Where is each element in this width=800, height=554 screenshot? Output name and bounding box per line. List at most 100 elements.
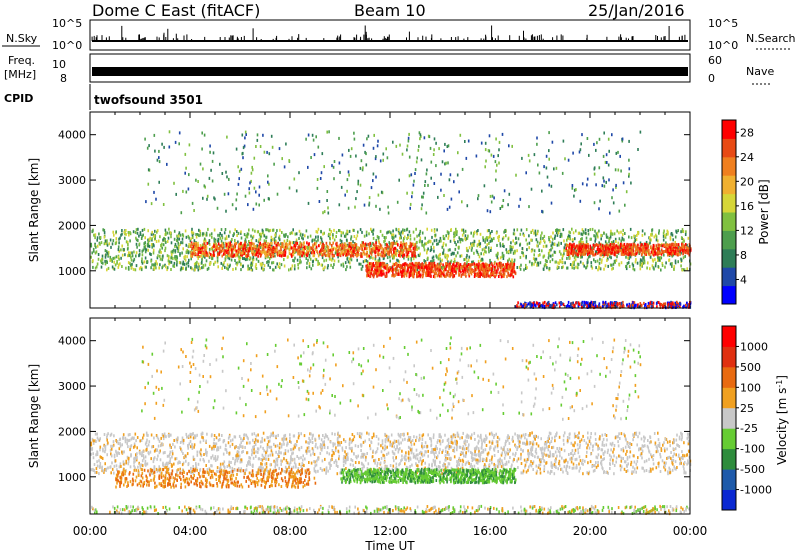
- heatmap-cell: [192, 236, 194, 239]
- heatmap-cell: [626, 262, 629, 265]
- heatmap-cell: [608, 246, 611, 250]
- heatmap-cell: [653, 253, 655, 257]
- heatmap-cell: [649, 236, 651, 240]
- heatmap-cell: [641, 229, 644, 233]
- heatmap-cell: [584, 228, 587, 232]
- heatmap-cell: [447, 236, 450, 240]
- heatmap-cell: [326, 248, 329, 252]
- heatmap-cell: [104, 239, 107, 243]
- heatmap-cell: [350, 258, 353, 262]
- heatmap-cell: [575, 265, 577, 269]
- heatmap-cell: [452, 269, 454, 273]
- heatmap-cell: [468, 246, 471, 250]
- heatmap-cell: [322, 232, 324, 236]
- heatmap-cell: [357, 251, 359, 255]
- heatmap-cell: [339, 248, 341, 252]
- heatmap-cell: [198, 251, 200, 254]
- heatmap-cell: [660, 248, 663, 252]
- heatmap-cell: [127, 243, 129, 247]
- heatmap-cell: [238, 243, 240, 247]
- heatmap-cell: [630, 243, 632, 247]
- heatmap-cell: [185, 235, 188, 239]
- heatmap-cell: [392, 229, 394, 233]
- heatmap-cell: [611, 301, 614, 305]
- heatmap-cell: [657, 247, 659, 251]
- heatmap-cell: [572, 301, 574, 305]
- heatmap-cell: [447, 260, 449, 264]
- heatmap-cell: [396, 248, 398, 252]
- heatmap-cell: [349, 241, 352, 245]
- heatmap-cell: [397, 269, 400, 273]
- heatmap-cell: [101, 257, 104, 261]
- heatmap-cell: [342, 231, 344, 235]
- heatmap-cell: [106, 268, 108, 272]
- heatmap-cell: [280, 242, 282, 246]
- heatmap-cell: [643, 261, 646, 265]
- heatmap-cell: [165, 232, 167, 236]
- heatmap-cell: [199, 254, 201, 258]
- heatmap-cell: [327, 254, 330, 258]
- heatmap-cell: [418, 233, 420, 237]
- heatmap-cell: [236, 261, 239, 265]
- heatmap-cell: [578, 248, 580, 252]
- heatmap-cell: [296, 248, 298, 252]
- heatmap-cell: [685, 305, 688, 309]
- heatmap-cell: [262, 243, 265, 246]
- heatmap-cell: [523, 268, 525, 272]
- heatmap-cell: [626, 242, 628, 246]
- heatmap-cell: [415, 227, 417, 231]
- heatmap-cell: [612, 245, 614, 249]
- heatmap-cell: [556, 228, 558, 232]
- heatmap-cell: [307, 251, 309, 255]
- heatmap-cell: [382, 269, 385, 273]
- heatmap-cell: [123, 248, 125, 252]
- heatmap-cell: [373, 271, 376, 275]
- heatmap-cell: [627, 253, 630, 257]
- heatmap-cell: [389, 255, 391, 259]
- heatmap-cell: [651, 252, 654, 256]
- heatmap-cell: [329, 237, 331, 241]
- heatmap-cell: [651, 248, 653, 252]
- heatmap-cell: [229, 248, 231, 252]
- heatmap-cell: [271, 238, 274, 242]
- heatmap-cell: [371, 229, 373, 233]
- heatmap-cell: [364, 247, 366, 251]
- heatmap-cell: [177, 246, 180, 250]
- heatmap-cell: [335, 235, 337, 238]
- heatmap-cell: [389, 266, 391, 270]
- heatmap-cell: [360, 267, 363, 271]
- heatmap-cell: [636, 233, 638, 237]
- heatmap-cell: [434, 233, 437, 237]
- heatmap-cell: [383, 256, 385, 260]
- heatmap-cell: [353, 228, 355, 232]
- heatmap-cell: [239, 250, 241, 253]
- heatmap-cell: [551, 246, 554, 250]
- heatmap-cell: [256, 251, 259, 255]
- heatmap-cell: [657, 250, 659, 254]
- heatmap-cell: [411, 253, 414, 256]
- heatmap-cell: [183, 255, 185, 259]
- heatmap-cell: [501, 263, 504, 267]
- heatmap-cell: [267, 242, 269, 246]
- heatmap-cell: [649, 253, 651, 256]
- heatmap-cell: [342, 253, 344, 257]
- heatmap-cell: [494, 265, 496, 269]
- heatmap-cell: [427, 247, 429, 251]
- heatmap-cell: [670, 232, 672, 236]
- heatmap-cell: [314, 242, 316, 246]
- heatmap-cell: [668, 301, 671, 305]
- heatmap-cell: [336, 250, 338, 254]
- heatmap-cell: [233, 243, 236, 247]
- heatmap-cell: [632, 264, 635, 268]
- heatmap-cell: [340, 231, 343, 234]
- heatmap-cell: [511, 269, 513, 273]
- heatmap-cell: [625, 264, 628, 268]
- heatmap-cell: [377, 261, 380, 265]
- heatmap-cell: [496, 255, 499, 259]
- heatmap-cell: [354, 244, 357, 247]
- heatmap-cell: [552, 237, 554, 241]
- heatmap-cell: [548, 236, 550, 239]
- heatmap-cell: [407, 268, 409, 272]
- heatmap-cell: [164, 228, 167, 232]
- heatmap-cell: [537, 254, 540, 258]
